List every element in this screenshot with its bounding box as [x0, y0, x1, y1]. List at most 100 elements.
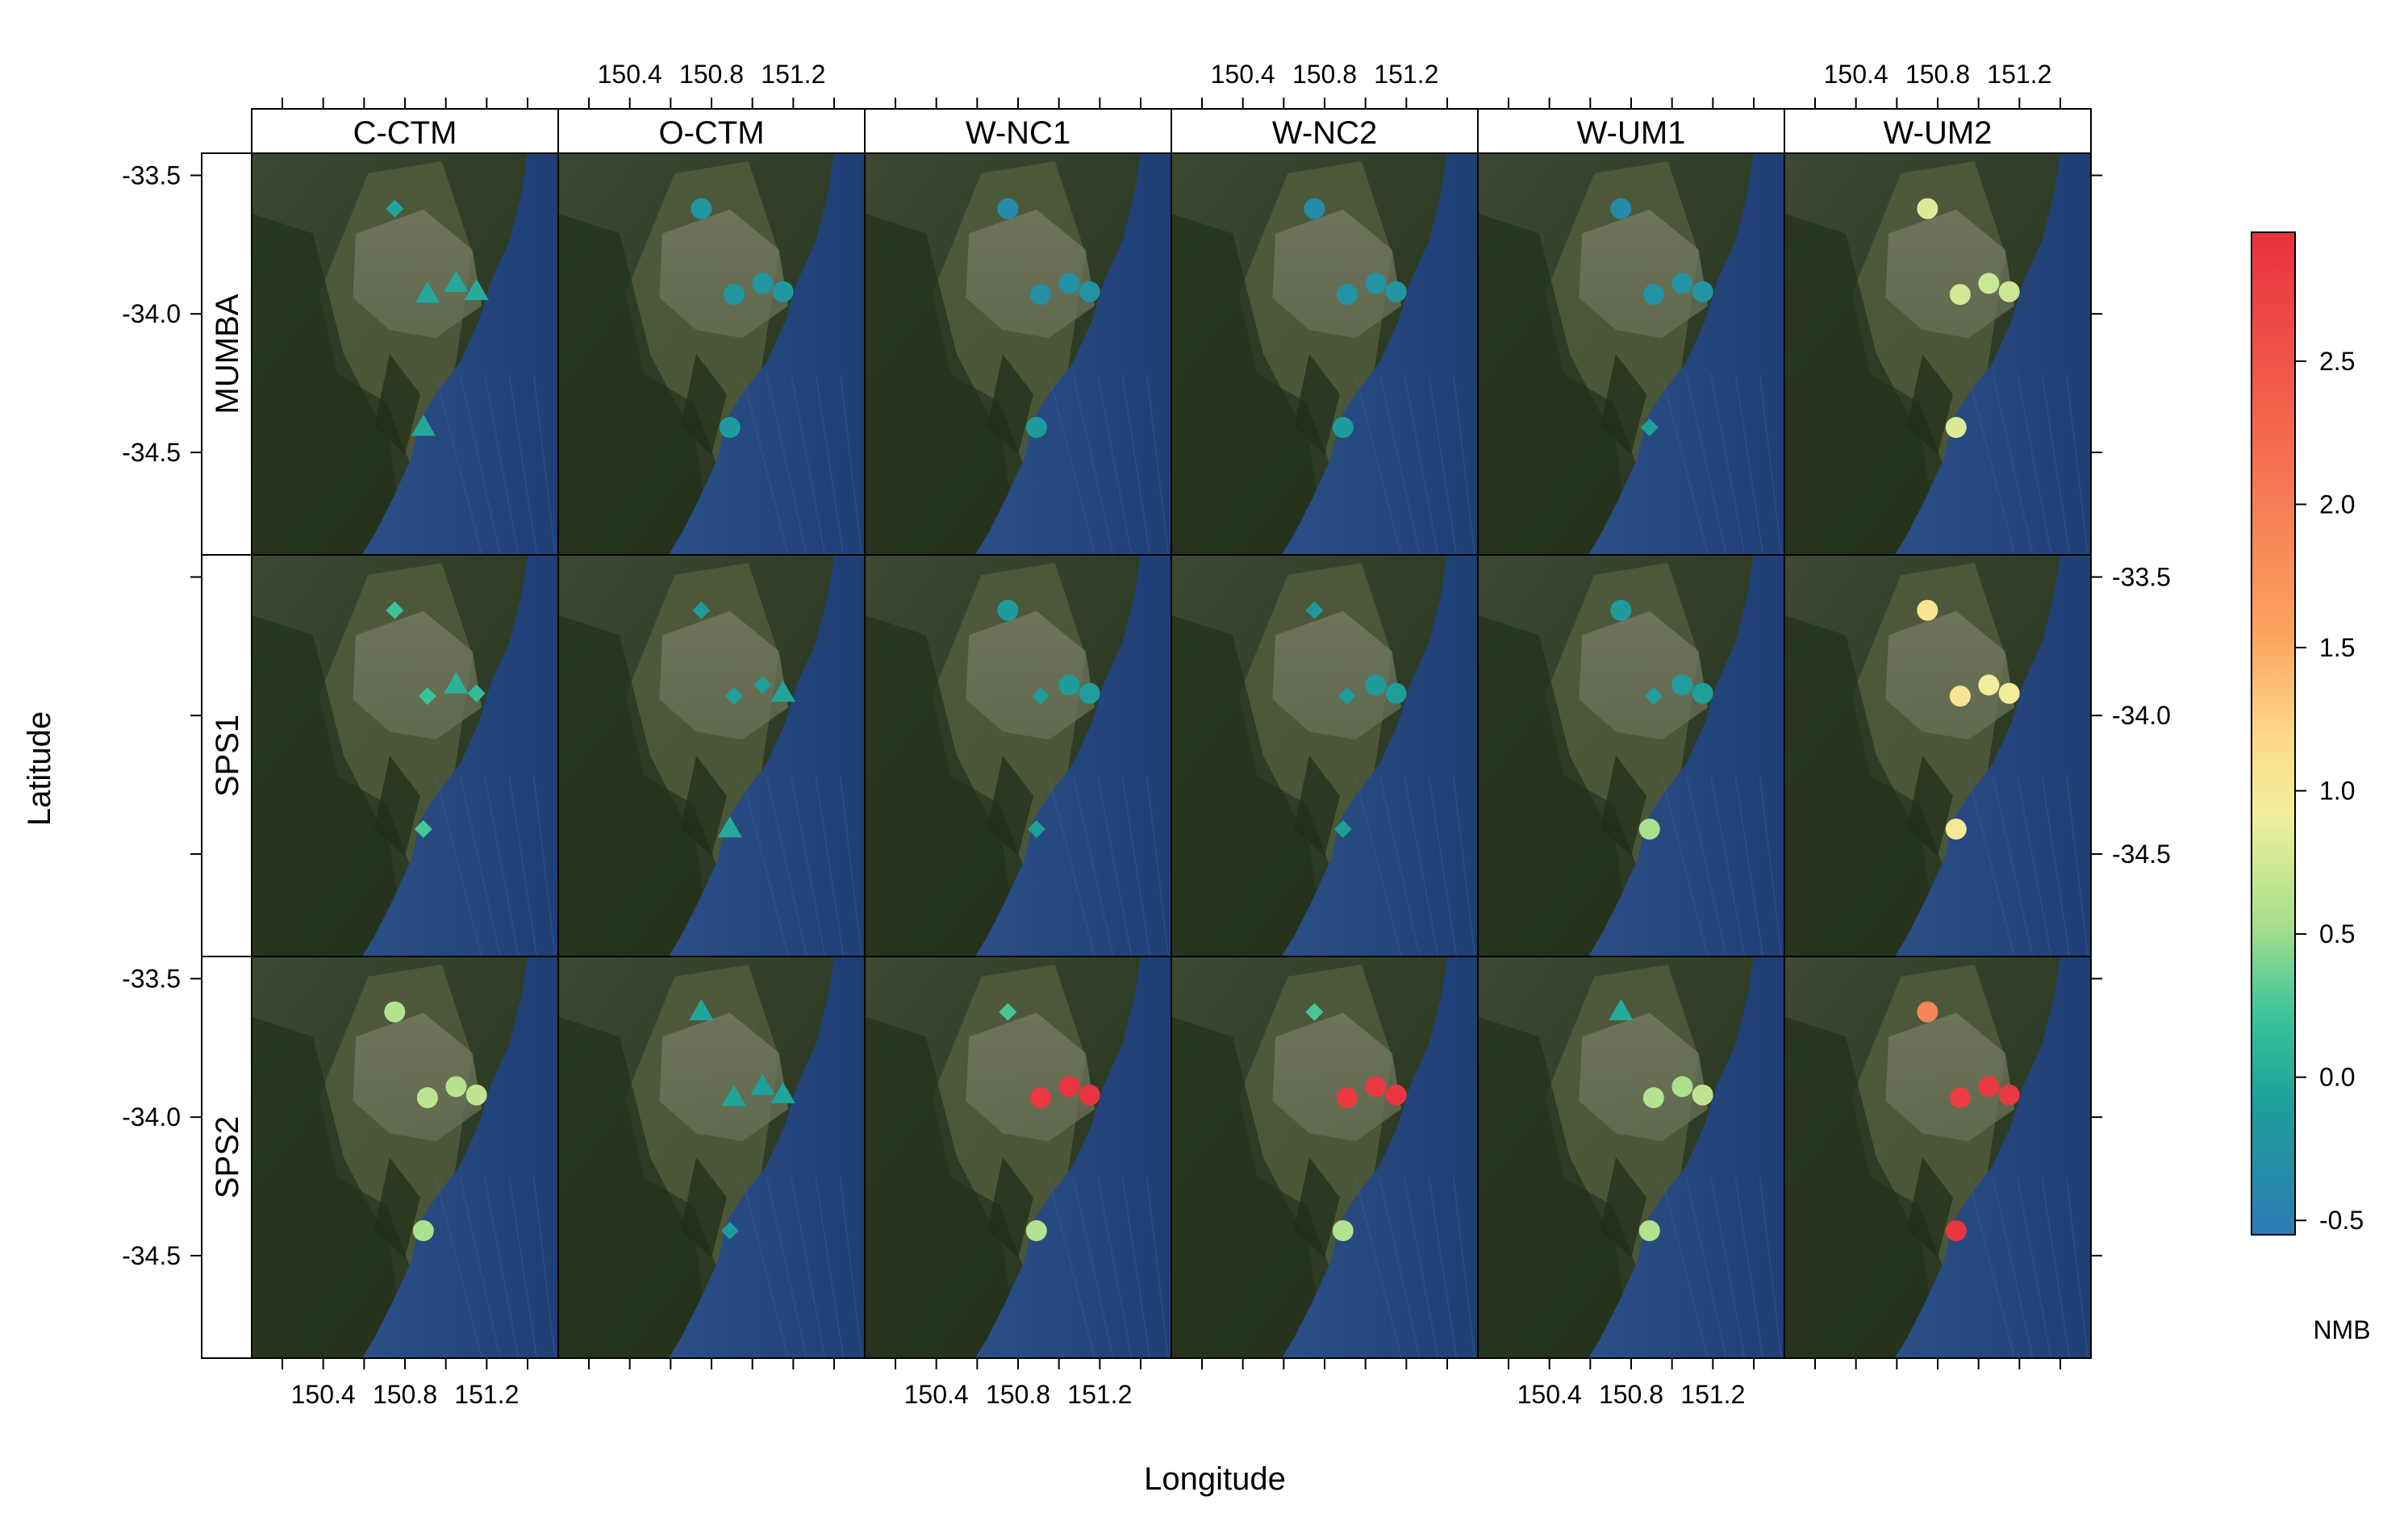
forest-patch: [1907, 1157, 1953, 1258]
site-marker-circle: [1642, 284, 1664, 306]
urban-area: [1579, 611, 1708, 740]
site-marker-circle: [1978, 1076, 2000, 1098]
site-marker-circle: [1642, 1087, 1664, 1109]
forest-area: [865, 213, 1018, 555]
seabed-line: [766, 1177, 808, 1358]
map-background: [1478, 956, 1784, 1358]
site-marker-circle: [1671, 674, 1693, 696]
x-tick-label: 151.2: [761, 60, 825, 89]
seabed-line: [1992, 1177, 2034, 1358]
seabed-line: [1992, 373, 2034, 555]
map-panel: [251, 554, 559, 957]
seabed-line: [435, 373, 482, 555]
colorbar-tick-label: 0.0: [2319, 1063, 2355, 1092]
site-marker-circle: [1058, 273, 1080, 294]
sea-area: [1894, 555, 2091, 956]
urban-area: [1272, 209, 1401, 339]
map-panel: [864, 554, 1172, 957]
urban-area: [1579, 209, 1708, 339]
urban-area: [1885, 1012, 2014, 1142]
urban-area: [966, 1012, 1095, 1142]
sea-area: [361, 956, 558, 1358]
map-panels: [251, 152, 2092, 1359]
site-marker-diamond: [999, 1002, 1017, 1021]
seabed-line: [2065, 775, 2089, 956]
seabed-line: [459, 373, 501, 555]
seabed-line: [1968, 373, 2015, 555]
forest-patch: [374, 756, 420, 856]
site-marker-triangle: [444, 672, 469, 694]
site-marker-circle: [1638, 819, 1660, 840]
seabed-line: [1734, 1177, 1764, 1358]
seabed-line: [1403, 775, 1439, 956]
x-tick-label: 150.8: [1905, 60, 1970, 89]
seabed-line: [459, 1177, 501, 1358]
site-marker-circle: [1365, 674, 1387, 696]
seabed-line: [790, 373, 826, 555]
site-marker-circle: [1079, 682, 1100, 704]
colorbar-tick-label: 1.5: [2319, 633, 2355, 662]
seabed-line: [483, 775, 520, 956]
seabed-line: [2065, 1177, 2089, 1358]
seabed-line: [1661, 1177, 1709, 1358]
sea-area: [1281, 153, 1478, 555]
map-panel: [1784, 956, 2092, 1359]
site-marker-circle: [1945, 417, 1967, 439]
forest-patch: [374, 1157, 420, 1258]
site-marker-circle: [1945, 819, 1967, 840]
map-background: [558, 956, 865, 1358]
seabed-line: [1379, 373, 1421, 555]
forest-area: [1784, 1016, 1938, 1358]
y-tick-label: -34.5: [2112, 840, 2171, 869]
seabed-line: [1661, 775, 1709, 956]
site-marker-circle: [1998, 1084, 2020, 1106]
site-marker-diamond: [1333, 820, 1352, 839]
x-tick-label: 151.2: [1987, 60, 2051, 89]
column-strip-label: O-CTM: [658, 115, 764, 151]
forest-patch: [1600, 1157, 1646, 1258]
seabed-line: [1452, 1177, 1476, 1358]
seabed-line: [1992, 775, 2034, 956]
seabed-line: [1146, 373, 1170, 555]
map-panel: [1477, 554, 1785, 957]
row-strip-headers: MUMBA SPS1 SPS2: [201, 152, 252, 1359]
site-marker-circle: [1029, 1087, 1051, 1109]
seabed-line: [435, 1177, 482, 1358]
sea-area: [361, 153, 558, 555]
x-tick-label: 150.4: [1517, 1380, 1582, 1409]
site-marker-diamond: [724, 687, 743, 706]
map-panel: [1784, 554, 2092, 957]
forest-area: [252, 615, 405, 956]
site-marker-circle: [1385, 1084, 1407, 1106]
map-background: [1478, 153, 1784, 555]
seabed-line: [839, 775, 863, 956]
site-marker-diamond: [386, 199, 404, 218]
seabed-line: [1403, 373, 1439, 555]
map-panel: [557, 152, 866, 556]
forest-area: [1171, 615, 1325, 956]
x-tick-label: 150.8: [1599, 1380, 1663, 1409]
row-strip-label: SPS2: [210, 1116, 245, 1198]
seabed-line: [1379, 1177, 1421, 1358]
seabed-line: [1121, 775, 1151, 956]
seabed-line: [1661, 373, 1709, 555]
site-marker-circle: [719, 417, 741, 439]
site-marker-triangle: [1609, 998, 1634, 1021]
x-tick-label: 150.4: [291, 1380, 356, 1409]
map-panel: [1784, 152, 2092, 556]
seabed-line: [1709, 373, 1746, 555]
site-marker-circle: [1079, 1084, 1100, 1106]
site-marker-circle: [1671, 1076, 1693, 1098]
seabed-line: [766, 373, 808, 555]
seabed-line: [435, 775, 482, 956]
seabed-line: [1379, 775, 1421, 956]
seabed-line: [1072, 1177, 1114, 1358]
site-marker-circle: [1365, 273, 1387, 294]
urban-area: [1885, 209, 2014, 339]
sea-area: [1281, 555, 1478, 956]
site-marker-circle: [1917, 599, 1939, 621]
x-tick-label: 151.2: [1374, 60, 1438, 89]
seabed-line: [741, 373, 789, 555]
seabed-line: [508, 775, 538, 956]
sea-area: [974, 153, 1171, 555]
